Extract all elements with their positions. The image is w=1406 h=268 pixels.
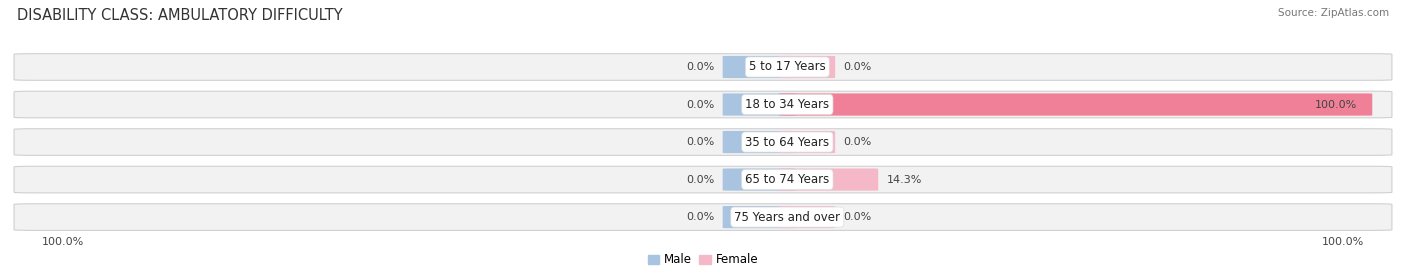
FancyBboxPatch shape <box>14 204 1392 230</box>
FancyBboxPatch shape <box>779 169 879 191</box>
Text: DISABILITY CLASS: AMBULATORY DIFFICULTY: DISABILITY CLASS: AMBULATORY DIFFICULTY <box>17 8 343 23</box>
FancyBboxPatch shape <box>723 56 796 78</box>
FancyBboxPatch shape <box>779 131 835 153</box>
FancyBboxPatch shape <box>723 206 796 228</box>
Text: 0.0%: 0.0% <box>686 174 714 185</box>
FancyBboxPatch shape <box>723 94 796 116</box>
FancyBboxPatch shape <box>723 169 796 191</box>
Text: 0.0%: 0.0% <box>844 137 872 147</box>
FancyBboxPatch shape <box>14 54 1392 80</box>
Text: 18 to 34 Years: 18 to 34 Years <box>745 98 830 111</box>
FancyBboxPatch shape <box>14 166 1392 193</box>
Text: 0.0%: 0.0% <box>844 212 872 222</box>
FancyBboxPatch shape <box>779 206 835 228</box>
Text: 75 Years and over: 75 Years and over <box>734 211 841 224</box>
Text: 0.0%: 0.0% <box>686 137 714 147</box>
FancyBboxPatch shape <box>14 91 1392 118</box>
FancyBboxPatch shape <box>14 129 1392 155</box>
FancyBboxPatch shape <box>723 131 796 153</box>
Text: 65 to 74 Years: 65 to 74 Years <box>745 173 830 186</box>
Text: 5 to 17 Years: 5 to 17 Years <box>749 61 825 73</box>
Text: 35 to 64 Years: 35 to 64 Years <box>745 136 830 148</box>
Text: 100.0%: 100.0% <box>42 237 84 247</box>
Text: 100.0%: 100.0% <box>1322 237 1364 247</box>
Text: 100.0%: 100.0% <box>1315 99 1357 110</box>
Text: 0.0%: 0.0% <box>686 62 714 72</box>
Text: 14.3%: 14.3% <box>887 174 922 185</box>
Text: 0.0%: 0.0% <box>686 99 714 110</box>
Text: 0.0%: 0.0% <box>686 212 714 222</box>
Text: 0.0%: 0.0% <box>844 62 872 72</box>
Legend: Male, Female: Male, Female <box>643 249 763 268</box>
FancyBboxPatch shape <box>779 94 1372 116</box>
Text: Source: ZipAtlas.com: Source: ZipAtlas.com <box>1278 8 1389 18</box>
FancyBboxPatch shape <box>779 56 835 78</box>
